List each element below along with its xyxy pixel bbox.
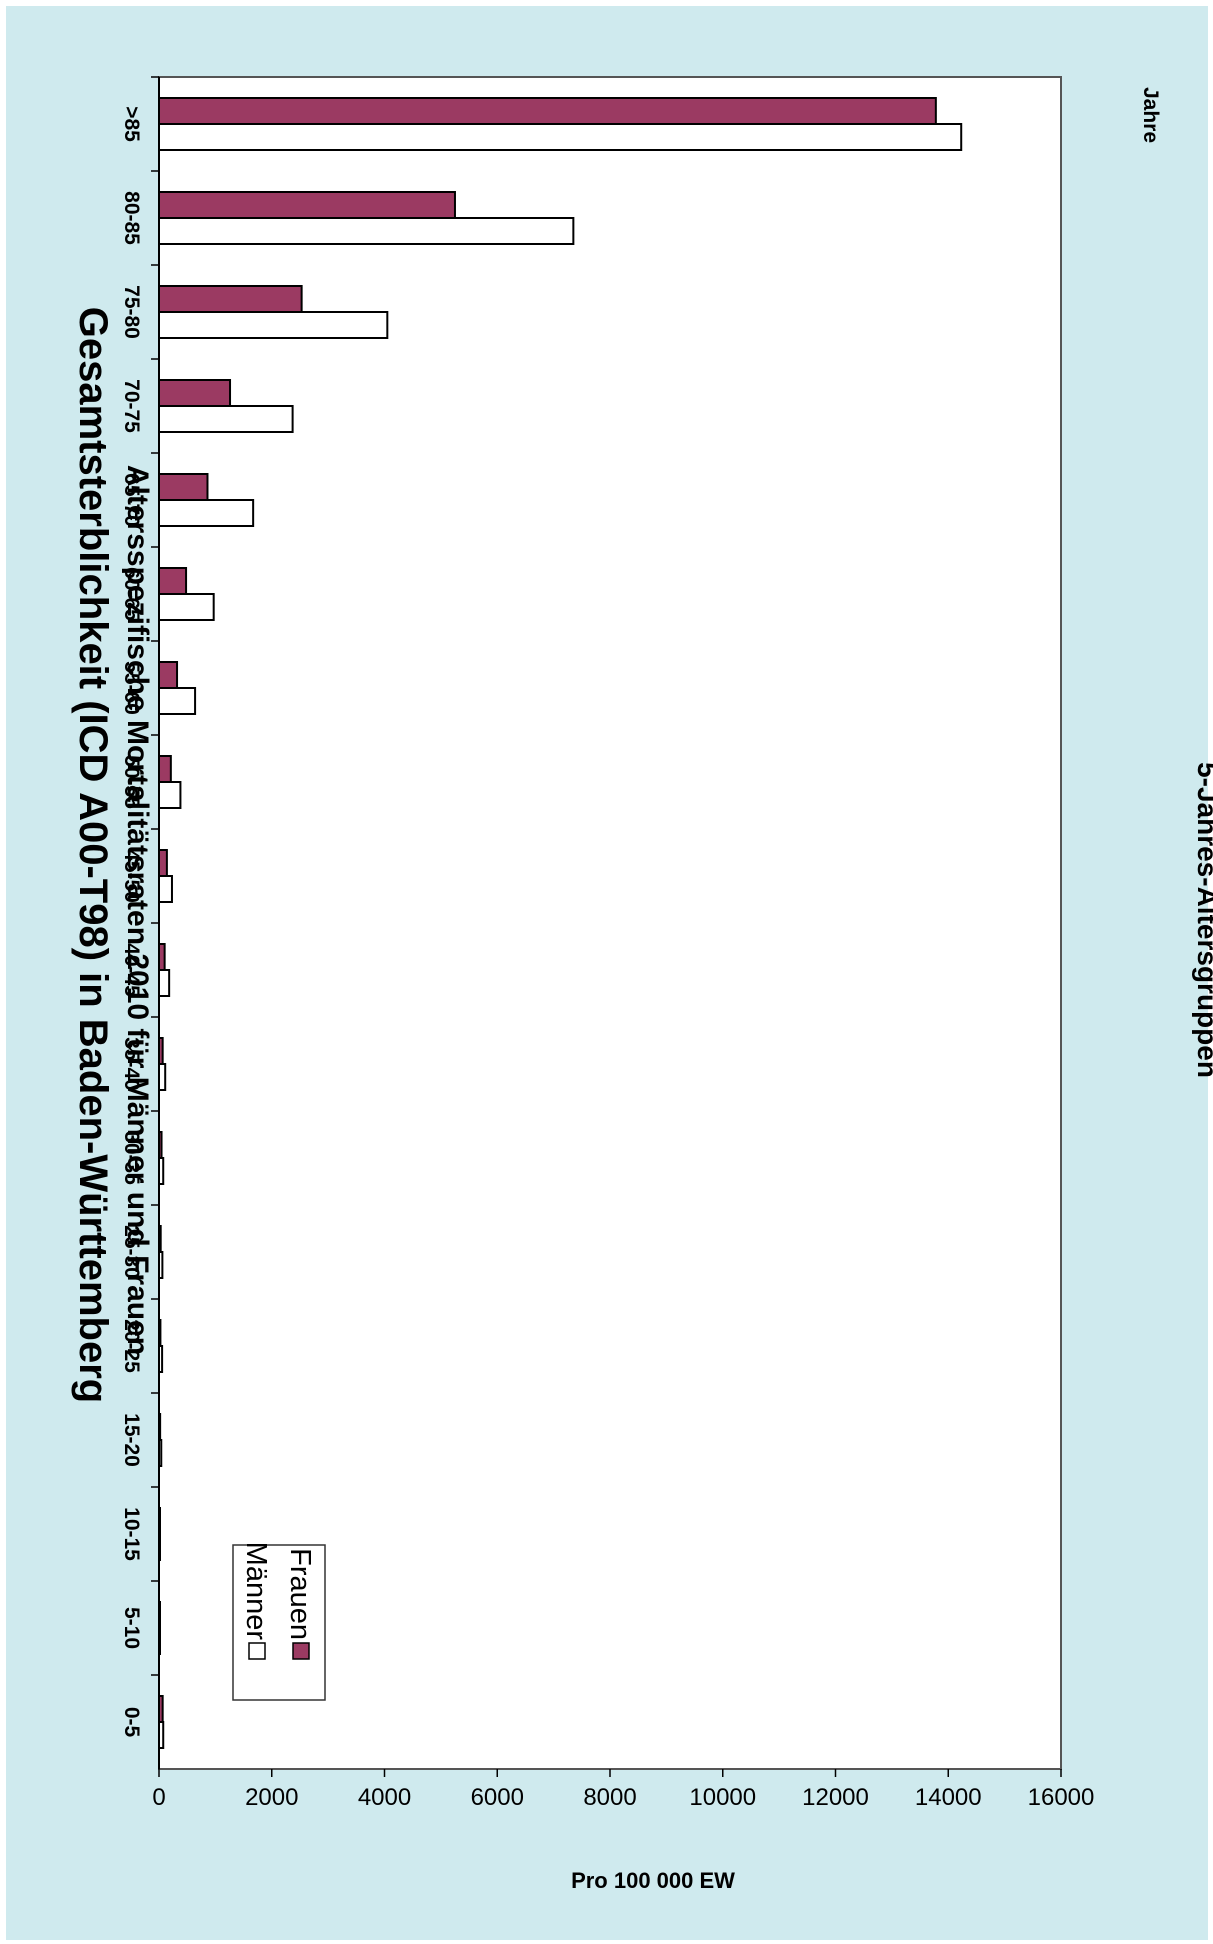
bar-frauen-15 <box>157 285 303 313</box>
x-axis-unit: Jahre <box>1139 87 1162 143</box>
legend: Männer Frauen <box>232 1542 326 1701</box>
x-tick-label-2: 10-15 <box>120 1507 143 1561</box>
bar-frauen-16 <box>158 191 456 219</box>
legend-label-frauen: Frauen <box>284 1548 316 1640</box>
x-tick-label-15: 75-80 <box>120 285 143 339</box>
legend-label-maenner: Männer <box>240 1542 272 1641</box>
bar-maenner-17 <box>158 123 963 151</box>
bar-maenner-15 <box>157 311 389 339</box>
y-tick-label-3: 6000 <box>471 1784 524 1811</box>
legend-swatch-maenner <box>248 1642 266 1660</box>
y-tick-label-7: 14000 <box>915 1784 982 1811</box>
bars-group <box>157 97 963 1749</box>
x-tick-label-10: 50-55 <box>120 755 143 809</box>
y-tick-label-1: 2000 <box>245 1784 298 1811</box>
x-tick-label-1: 5-10 <box>120 1607 143 1649</box>
y-axis-label: Pro 100 000 EW <box>571 1868 735 1893</box>
bar-maenner-8 <box>157 969 171 997</box>
bar-maenner-16 <box>158 217 575 245</box>
y-axis: 0 2000 4000 6000 8000 10000 12000 14000 16000 <box>152 77 1094 1811</box>
bar-frauen-9 <box>157 849 168 877</box>
x-tick-label-6: 30-35 <box>120 1131 143 1185</box>
x-tick-label-12: 60-65 <box>120 567 143 621</box>
legend-box <box>232 1544 326 1701</box>
bar-maenner-14 <box>158 405 294 433</box>
chart-subtitle: Altersspezifische Mortalitätsraten 2010 … <box>121 465 154 1355</box>
bar-frauen-14 <box>157 379 232 407</box>
bar-frauen-13 <box>157 473 209 501</box>
chart-title: Gesamtsterblichkeit (ICD A00-T98) in Bad… <box>71 307 115 1404</box>
bar-frauen-17 <box>158 97 937 125</box>
x-tick-label-14: 70-75 <box>120 379 143 433</box>
x-tick-label-3: 15-20 <box>120 1413 143 1467</box>
bar-frauen-11 <box>158 661 179 689</box>
y-tick-label-2: 4000 <box>358 1784 411 1811</box>
x-tick-label-7: 35-40 <box>120 1037 143 1091</box>
legend-swatch-frauen <box>292 1642 310 1660</box>
y-tick-label-0: 0 <box>152 1784 165 1811</box>
y-tick-label-6: 12000 <box>802 1784 869 1811</box>
x-tick-label-17: >85 <box>120 106 143 142</box>
bar-maenner-13 <box>157 499 255 527</box>
bar-maenner-12 <box>158 593 215 621</box>
bar-frauen-10 <box>157 755 172 783</box>
bar-frauen-12 <box>158 567 188 595</box>
y-tick-label-8: 16000 <box>1028 1784 1095 1811</box>
bar-maenner-10 <box>157 781 182 809</box>
x-tick-label-16: 80-85 <box>120 191 143 245</box>
x-tick-label-9: 45-50 <box>120 849 143 903</box>
x-axis-label: 5-Jahres-Altersgruppen <box>1192 762 1213 1078</box>
x-axis: 0-5 5-10 10-15 15-20 20-25 25-30 30-35 35-40 40-… <box>120 76 159 1738</box>
x-tick-label-4: 20-25 <box>120 1319 143 1373</box>
y-tick-label-4: 8000 <box>583 1784 636 1811</box>
x-tick-label-13: 65-70 <box>120 473 143 527</box>
x-tick-label-5: 25-30 <box>120 1225 143 1279</box>
x-tick-label-8: 40-45 <box>120 943 143 997</box>
plot-area: 0 2000 4000 6000 8000 10000 12000 14000 16000 0-… <box>120 76 1094 1811</box>
bar-maenner-11 <box>158 687 197 715</box>
bar-maenner-9 <box>158 875 173 903</box>
x-tick-label-11: 55-60 <box>120 661 143 715</box>
y-tick-label-5: 10000 <box>689 1784 756 1811</box>
x-tick-label-0: 0-5 <box>120 1707 143 1738</box>
